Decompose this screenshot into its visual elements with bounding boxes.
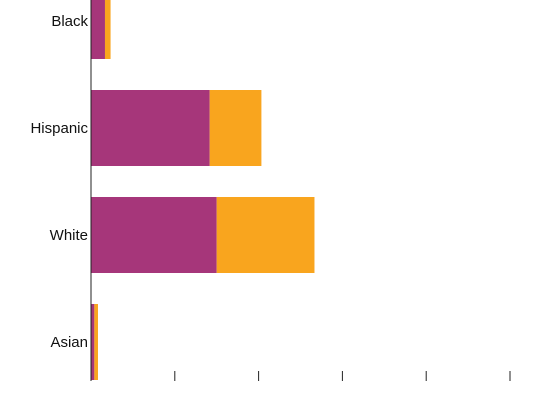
category-label-hispanic: Hispanic [30, 120, 88, 137]
bar-white-segment-2 [216, 197, 315, 273]
x-axis: 0300006000090000120000150000 [87, 371, 535, 407]
bar-hispanic-segment-2 [209, 90, 262, 166]
bar-black-segment-2 [104, 0, 111, 59]
category-label-black: Black [51, 13, 88, 30]
bar-asian-segment-2 [94, 304, 98, 380]
category-label-asian: Asian [50, 334, 88, 351]
category-labels: Black Hispanic White Asian [30, 13, 88, 351]
bars [91, 0, 315, 380]
bar-black-segment-1 [91, 0, 105, 59]
bar-white-segment-1 [91, 197, 217, 273]
bar-asian-segment-1 [91, 304, 95, 380]
category-label-white: White [50, 227, 88, 244]
bar-hispanic-segment-1 [91, 90, 210, 166]
